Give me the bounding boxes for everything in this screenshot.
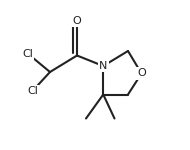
Text: N: N <box>99 61 107 71</box>
Text: O: O <box>137 69 146 78</box>
Text: Cl: Cl <box>22 49 33 59</box>
Text: O: O <box>73 16 81 26</box>
Text: Cl: Cl <box>27 87 38 96</box>
